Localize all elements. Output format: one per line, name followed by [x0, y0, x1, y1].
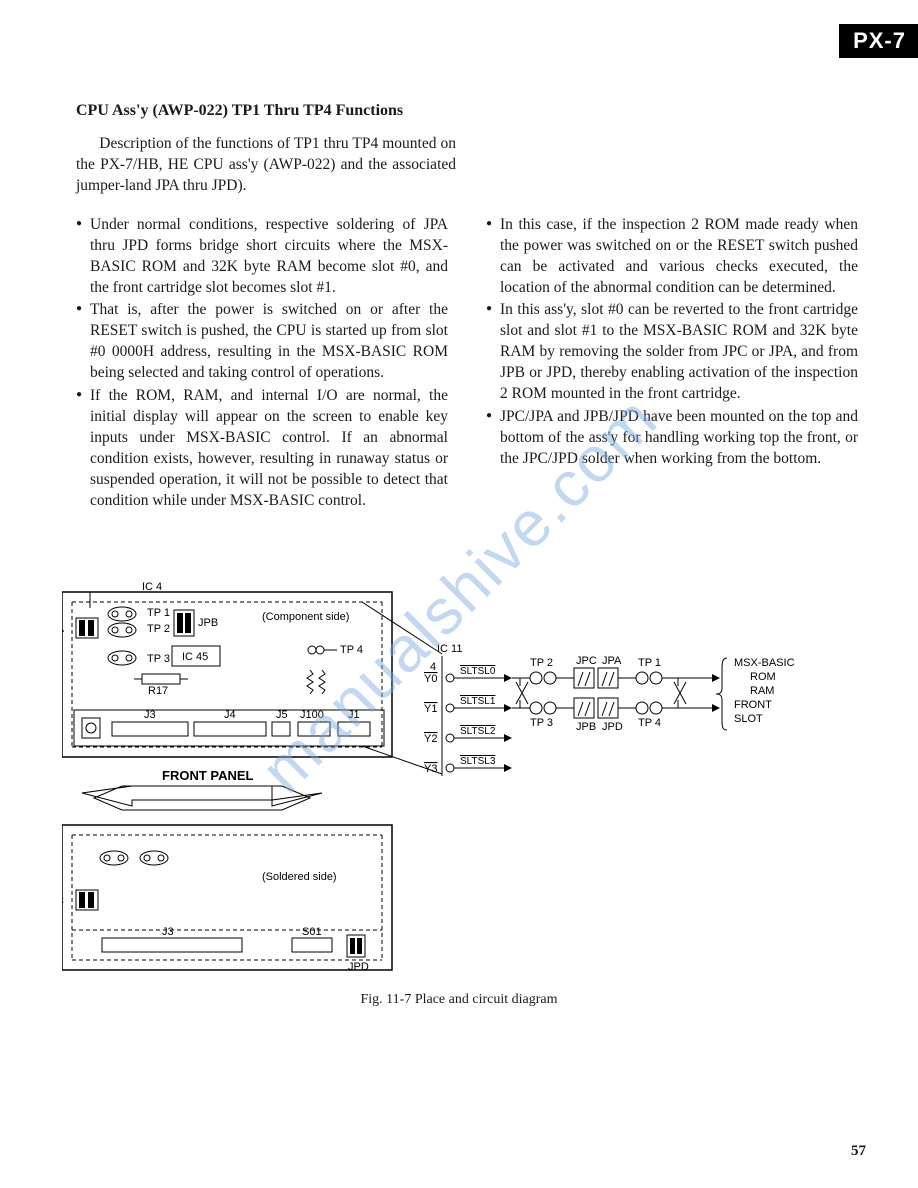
label-j1: J1	[348, 709, 360, 721]
label-j100: J100	[300, 709, 324, 721]
right-bullets: In this case, if the inspection 2 ROM ma…	[486, 215, 858, 470]
label-jpd-sig: JPD	[602, 721, 623, 733]
label-tp2-sig: TP 2	[530, 657, 553, 669]
label-ic45: IC 45	[182, 651, 208, 663]
output-msxbasic: MSX-BASIC	[734, 657, 795, 669]
label-jpc: JPC	[62, 895, 64, 907]
left-column: Under normal conditions, respective sold…	[76, 215, 448, 514]
label-tp1-sig: TP 1	[638, 657, 661, 669]
label-jpb-sig: JPB	[576, 721, 596, 733]
label-sltsl3: SLTSL3	[460, 756, 496, 767]
section-title: CPU Ass'y (AWP-022) TP1 Thru TP4 Functio…	[76, 102, 858, 120]
label-r17: R17	[148, 685, 168, 697]
bullet-item: JPC/JPA and JPB/JPD have been mounted on…	[486, 407, 858, 470]
soldered-side-label: (Soldered side)	[262, 871, 337, 883]
label-j5: J5	[276, 709, 288, 721]
label-s01: S01	[302, 926, 322, 938]
label-tp4-top: TP 4	[340, 644, 363, 656]
label-jpa: JPA	[62, 623, 65, 635]
label-tp3-sig: TP 3	[530, 717, 553, 729]
left-bullets: Under normal conditions, respective sold…	[76, 215, 448, 512]
label-j3-bottom: J3	[162, 926, 174, 938]
bullet-item: In this case, if the inspection 2 ROM ma…	[486, 215, 858, 299]
label-jpd-bottom: JPD	[348, 961, 369, 973]
page-number: 57	[851, 1143, 866, 1160]
two-columns: Under normal conditions, respective sold…	[76, 215, 858, 514]
label-tp2-top: TP 2	[147, 623, 170, 635]
label-y2: Y2	[424, 733, 437, 745]
label-sltsl0: SLTSL0	[460, 666, 496, 677]
label-y0: Y0	[424, 673, 437, 685]
page-content: CPU Ass'y (AWP-022) TP1 Thru TP4 Functio…	[76, 102, 858, 514]
label-tp4-sig: TP 4	[638, 717, 661, 729]
output-rom: ROM	[750, 671, 776, 683]
output-front: FRONT	[734, 699, 772, 711]
bullet-item: That is, after the power is switched on …	[76, 300, 448, 384]
label-y1: Y1	[424, 703, 437, 715]
bullet-item: If the ROM, RAM, and internal I/O are no…	[76, 386, 448, 512]
label-jpc-sig: JPC	[576, 655, 597, 667]
label-jpa-sig: JPA	[602, 655, 622, 667]
label-ic11: IC 11	[437, 643, 462, 655]
bullet-item: Under normal conditions, respective sold…	[76, 215, 448, 299]
label-tp3-top: TP 3	[147, 653, 170, 665]
right-column: In this case, if the inspection 2 ROM ma…	[486, 215, 858, 514]
output-slot: SLOT	[734, 713, 763, 725]
front-panel-label: FRONT PANEL	[162, 768, 254, 783]
figure-caption: Fig. 11-7 Place and circuit diagram	[0, 992, 918, 1008]
label-j3: J3	[144, 709, 156, 721]
component-side-label: (Component side)	[262, 611, 349, 623]
output-ram: RAM	[750, 685, 774, 697]
circuit-diagram: IC 4 JPA TP 1 TP 2 JPB TP 3 IC 45 R17	[62, 580, 862, 1000]
model-badge: PX-7	[839, 24, 918, 58]
label-tp1-top: TP 1	[147, 607, 170, 619]
label-y3: Y3	[424, 763, 437, 775]
label-pin4: 4	[430, 661, 436, 673]
intro-paragraph: Description of the functions of TP1 thru…	[76, 134, 456, 197]
bullet-item: In this ass'y, slot #0 can be reverted t…	[486, 300, 858, 405]
label-sltsl2: SLTSL2	[460, 726, 496, 737]
label-ic4: IC 4	[142, 581, 162, 593]
label-jpb: JPB	[198, 617, 218, 629]
label-sltsl1: SLTSL1	[460, 696, 496, 707]
label-j4: J4	[224, 709, 236, 721]
